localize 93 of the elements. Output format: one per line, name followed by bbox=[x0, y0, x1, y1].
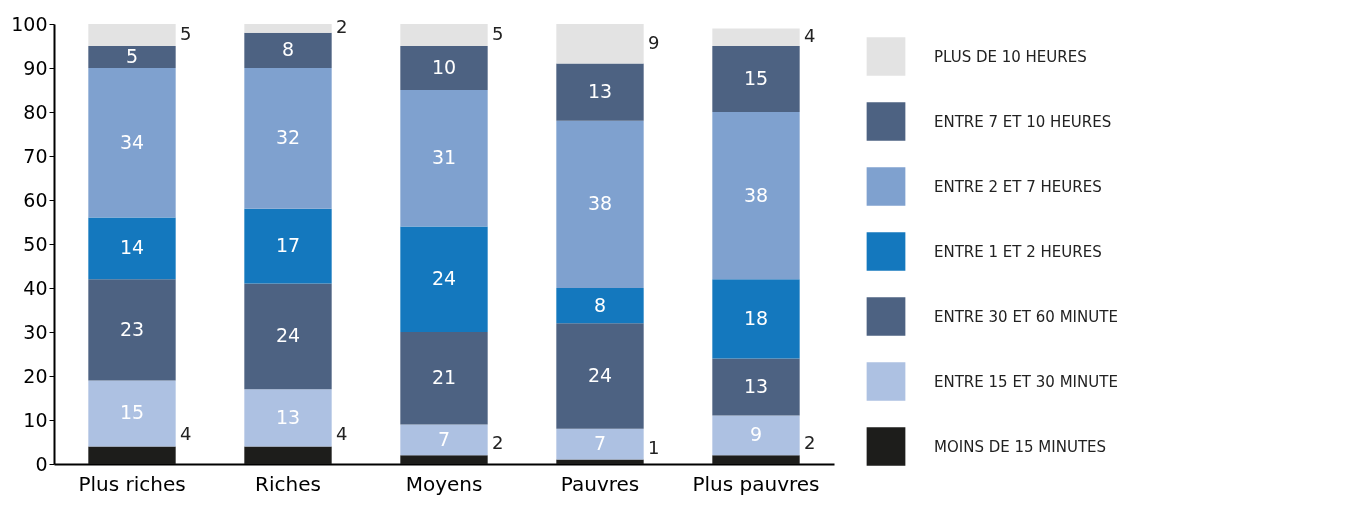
data-label: 31 bbox=[431, 146, 457, 169]
bar bbox=[244, 446, 332, 464]
y-tick-label: 30 bbox=[23, 320, 48, 343]
x-tick-label: Moyens bbox=[405, 471, 483, 496]
bar bbox=[712, 28, 800, 46]
data-label: 1 bbox=[648, 436, 660, 458]
bar bbox=[712, 455, 800, 464]
data-label: 24 bbox=[587, 364, 613, 386]
bar bbox=[88, 46, 176, 68]
x-tick-label: Plus pauvres bbox=[692, 471, 820, 496]
bar bbox=[400, 46, 488, 90]
data-label: 38 bbox=[743, 183, 769, 206]
y-tick-label: 100 bbox=[11, 12, 48, 35]
data-label: 7 bbox=[437, 427, 451, 450]
data-label: 10 bbox=[431, 56, 457, 78]
bar bbox=[556, 459, 644, 464]
bar bbox=[244, 68, 332, 209]
data-label: 13 bbox=[743, 375, 769, 397]
data-label: 7 bbox=[593, 432, 607, 455]
text: ENTRE 7 ET 10 HEURES bbox=[934, 112, 1112, 131]
y-tick-label: 80 bbox=[23, 100, 48, 123]
bar bbox=[244, 208, 332, 284]
data-label: 2 bbox=[336, 16, 348, 38]
bar bbox=[400, 455, 488, 464]
bar bbox=[88, 446, 176, 464]
bar bbox=[712, 279, 800, 359]
bar bbox=[88, 68, 176, 218]
data-label: 34 bbox=[119, 130, 145, 153]
text: ENTRE 30 ET 60 MINUTE bbox=[934, 307, 1118, 326]
x-tick-label: Riches bbox=[255, 471, 321, 496]
data-label: 2 bbox=[492, 432, 504, 454]
x-tick-label: Plus riches bbox=[78, 471, 186, 496]
bar bbox=[556, 63, 644, 121]
data-label: 5 bbox=[125, 45, 139, 67]
bar bbox=[88, 380, 176, 447]
bar bbox=[400, 424, 488, 456]
bar bbox=[400, 90, 488, 227]
bar bbox=[400, 332, 488, 425]
bar bbox=[556, 428, 644, 460]
text: PLUS DE 10 HEURES bbox=[934, 47, 1087, 66]
text: MOINS DE 15 MINUTES bbox=[934, 437, 1107, 456]
data-label: 24 bbox=[275, 324, 301, 347]
data-label: 38 bbox=[587, 192, 613, 215]
y-tick-label: 0 bbox=[35, 452, 48, 475]
y-tick-label: 90 bbox=[23, 56, 48, 79]
data-label: 4 bbox=[336, 423, 348, 445]
bar bbox=[244, 32, 332, 68]
bar bbox=[88, 24, 176, 46]
data-label: 9 bbox=[648, 31, 660, 53]
y-tick-label: 20 bbox=[23, 364, 48, 387]
y-tick-label: 50 bbox=[23, 232, 48, 255]
y-tick-label: 40 bbox=[23, 276, 48, 299]
data-label: 8 bbox=[593, 293, 607, 316]
bar bbox=[400, 226, 488, 332]
data-label: 18 bbox=[743, 306, 769, 329]
data-label: 17 bbox=[275, 234, 301, 257]
y-tick-label: 10 bbox=[23, 408, 48, 431]
data-label: 9 bbox=[749, 423, 763, 446]
y-tick-label: 70 bbox=[23, 144, 48, 167]
data-label: 4 bbox=[804, 25, 816, 47]
bar bbox=[712, 415, 800, 456]
bar bbox=[556, 24, 644, 64]
data-label: 23 bbox=[119, 317, 145, 340]
bar bbox=[400, 24, 488, 46]
data-label: 14 bbox=[119, 236, 145, 259]
x-tick-label: Pauvres bbox=[560, 471, 640, 496]
text: ENTRE 1 ET 2 HEURES bbox=[934, 242, 1102, 261]
data-label: 5 bbox=[180, 23, 192, 44]
data-label: 15 bbox=[119, 401, 145, 424]
data-label: 21 bbox=[431, 366, 457, 389]
data-label: 13 bbox=[587, 80, 613, 103]
bar bbox=[556, 288, 644, 324]
data-label: 32 bbox=[275, 126, 301, 149]
data-label: 4 bbox=[180, 423, 192, 445]
data-label: 5 bbox=[492, 23, 504, 44]
bar bbox=[244, 24, 332, 33]
bar bbox=[556, 323, 644, 429]
bar bbox=[712, 46, 800, 112]
bar bbox=[556, 120, 644, 288]
text: ENTRE 15 ET 30 MINUTE bbox=[934, 372, 1118, 391]
data-label: 8 bbox=[281, 38, 295, 61]
data-label: 2 bbox=[804, 432, 816, 454]
text: ENTRE 2 ET 7 HEURES bbox=[934, 177, 1102, 196]
y-tick-label: 60 bbox=[23, 188, 48, 211]
bar bbox=[712, 112, 800, 280]
data-label: 24 bbox=[431, 267, 457, 290]
data-label: 15 bbox=[743, 67, 769, 89]
bar bbox=[244, 389, 332, 447]
bar bbox=[88, 217, 176, 280]
bar bbox=[88, 279, 176, 381]
bar bbox=[712, 358, 800, 416]
bar bbox=[244, 283, 332, 390]
data-label: 13 bbox=[275, 405, 301, 428]
